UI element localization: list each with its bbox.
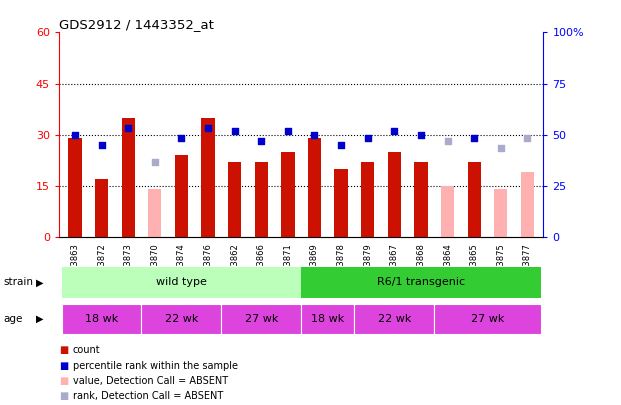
- Bar: [68, 138, 81, 237]
- Text: rank, Detection Call = ABSENT: rank, Detection Call = ABSENT: [73, 392, 223, 401]
- Bar: [361, 162, 374, 237]
- Bar: [335, 169, 348, 237]
- Text: count: count: [73, 345, 100, 355]
- Point: [443, 138, 453, 145]
- Bar: [494, 189, 507, 237]
- Point: [416, 131, 426, 138]
- Text: ■: ■: [59, 376, 68, 386]
- Point: [336, 142, 346, 148]
- Text: 27 wk: 27 wk: [245, 314, 278, 324]
- Point: [70, 131, 80, 138]
- Text: 22 wk: 22 wk: [165, 314, 198, 324]
- Point: [496, 145, 505, 151]
- Text: percentile rank within the sample: percentile rank within the sample: [73, 361, 238, 371]
- Point: [309, 131, 319, 138]
- Point: [230, 128, 240, 134]
- Point: [123, 125, 133, 131]
- Bar: [441, 186, 454, 237]
- Text: ■: ■: [59, 361, 68, 371]
- Text: strain: strain: [3, 277, 33, 288]
- Text: R6/1 transgenic: R6/1 transgenic: [377, 277, 465, 288]
- Bar: [308, 138, 321, 237]
- Point: [256, 138, 266, 145]
- Text: ▶: ▶: [36, 277, 43, 288]
- Text: age: age: [3, 314, 22, 324]
- Text: value, Detection Call = ABSENT: value, Detection Call = ABSENT: [73, 376, 228, 386]
- Text: GDS2912 / 1443352_at: GDS2912 / 1443352_at: [59, 18, 214, 31]
- Text: ■: ■: [59, 345, 68, 355]
- Point: [283, 128, 293, 134]
- Bar: [122, 117, 135, 237]
- Point: [389, 128, 399, 134]
- Point: [363, 135, 373, 141]
- Text: 18 wk: 18 wk: [311, 314, 345, 324]
- Bar: [255, 162, 268, 237]
- Bar: [175, 155, 188, 237]
- Point: [203, 125, 213, 131]
- Text: ■: ■: [59, 392, 68, 401]
- Bar: [468, 162, 481, 237]
- Text: 27 wk: 27 wk: [471, 314, 504, 324]
- Bar: [95, 179, 108, 237]
- Text: 22 wk: 22 wk: [378, 314, 411, 324]
- Text: ▶: ▶: [36, 314, 43, 324]
- Bar: [228, 162, 242, 237]
- Bar: [521, 172, 534, 237]
- Text: wild type: wild type: [156, 277, 207, 288]
- Bar: [201, 117, 215, 237]
- Point: [176, 135, 186, 141]
- Bar: [414, 162, 428, 237]
- Point: [97, 142, 107, 148]
- Point: [469, 135, 479, 141]
- Bar: [388, 152, 401, 237]
- Point: [150, 159, 160, 165]
- Bar: [148, 189, 161, 237]
- Point: [522, 135, 532, 141]
- Text: 18 wk: 18 wk: [85, 314, 118, 324]
- Bar: [281, 152, 294, 237]
